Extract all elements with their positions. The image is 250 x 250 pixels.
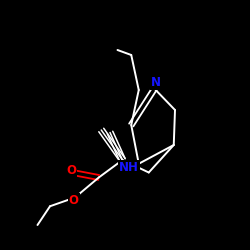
Text: O: O [69,194,79,206]
Text: N: N [151,76,161,89]
Text: O: O [66,164,76,176]
Text: NH: NH [119,161,139,174]
